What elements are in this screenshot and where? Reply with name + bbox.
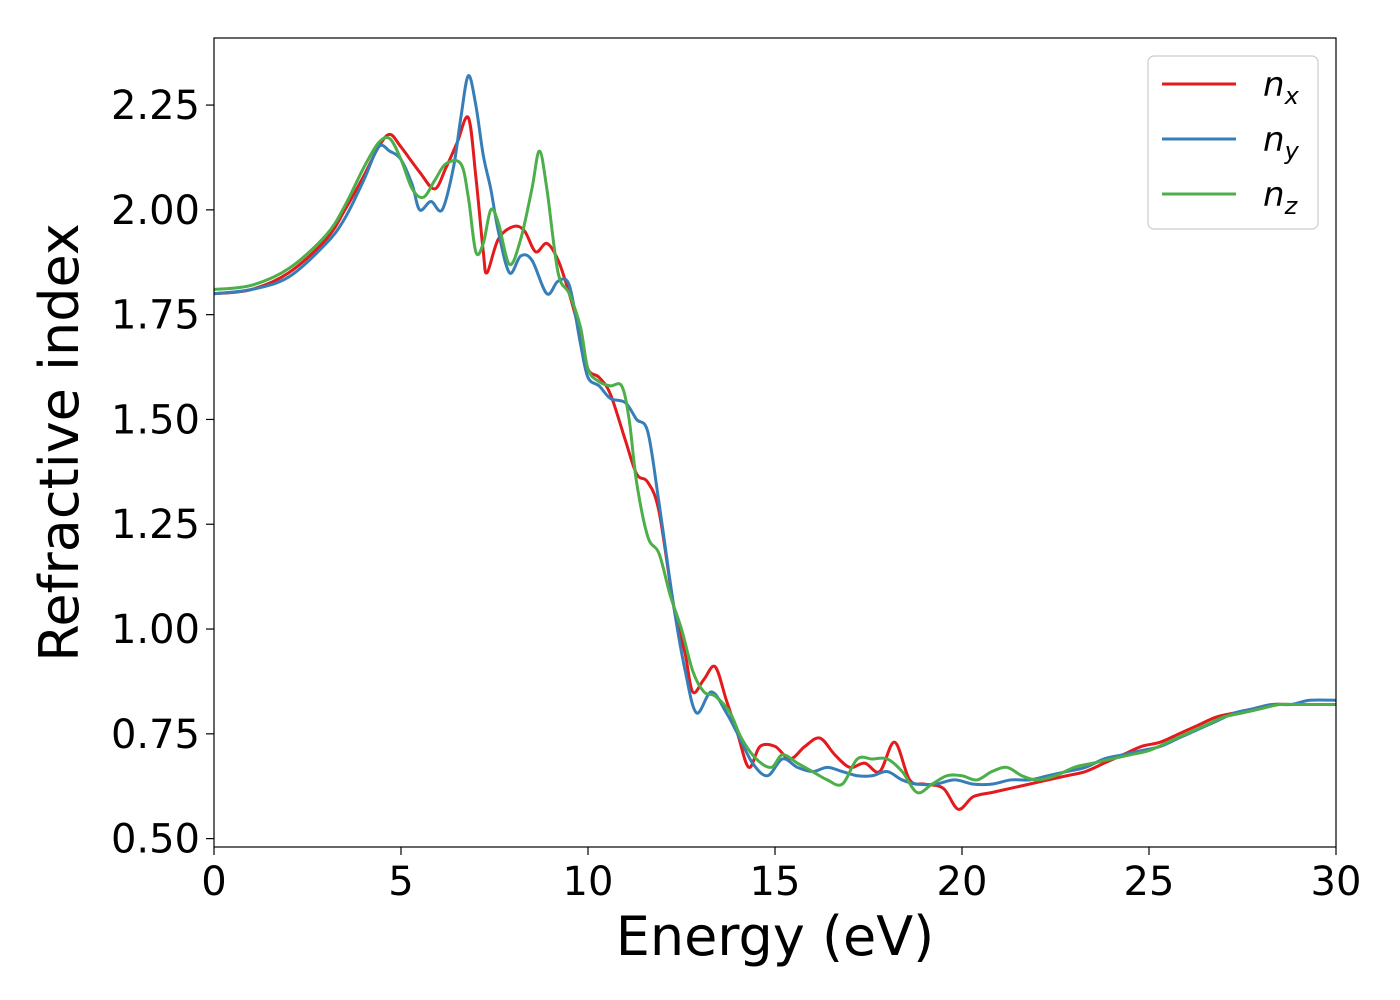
legend-label-ny: ny [1263, 120, 1300, 165]
x-tick-label: 5 [388, 859, 413, 905]
ticks-layer: 0 5 10 15 20 25 30 0.50 0.75 1.00 1.25 1.50 1.75 2.00… [111, 83, 1362, 905]
x-tick-label: 30 [1311, 859, 1362, 905]
y-tick-label: 1.75 [111, 293, 200, 339]
y-tick-label: 2.00 [111, 188, 200, 234]
x-tick-label: 0 [201, 859, 226, 905]
series-layer [214, 74, 1336, 811]
legend-box [1147, 55, 1319, 230]
y-tick-label: 0.75 [111, 712, 200, 758]
y-tick-label: 1.00 [111, 607, 200, 653]
y-tick-label: 2.25 [111, 83, 200, 129]
x-tick-label: 20 [937, 859, 988, 905]
x-tick-label: 10 [563, 859, 614, 905]
y-axis-title: Refractive index [28, 223, 91, 662]
y-tick-label: 1.25 [111, 502, 200, 548]
x-tick-label: 25 [1124, 859, 1175, 905]
x-tick-label: 15 [750, 859, 801, 905]
x-axis-title: Energy (eV) [616, 905, 935, 968]
y-tick-label: 1.50 [111, 397, 200, 443]
series-line-nz [214, 135, 1336, 795]
y-tick-label: 0.50 [111, 817, 200, 863]
legend-label-nx: nx [1263, 65, 1300, 110]
